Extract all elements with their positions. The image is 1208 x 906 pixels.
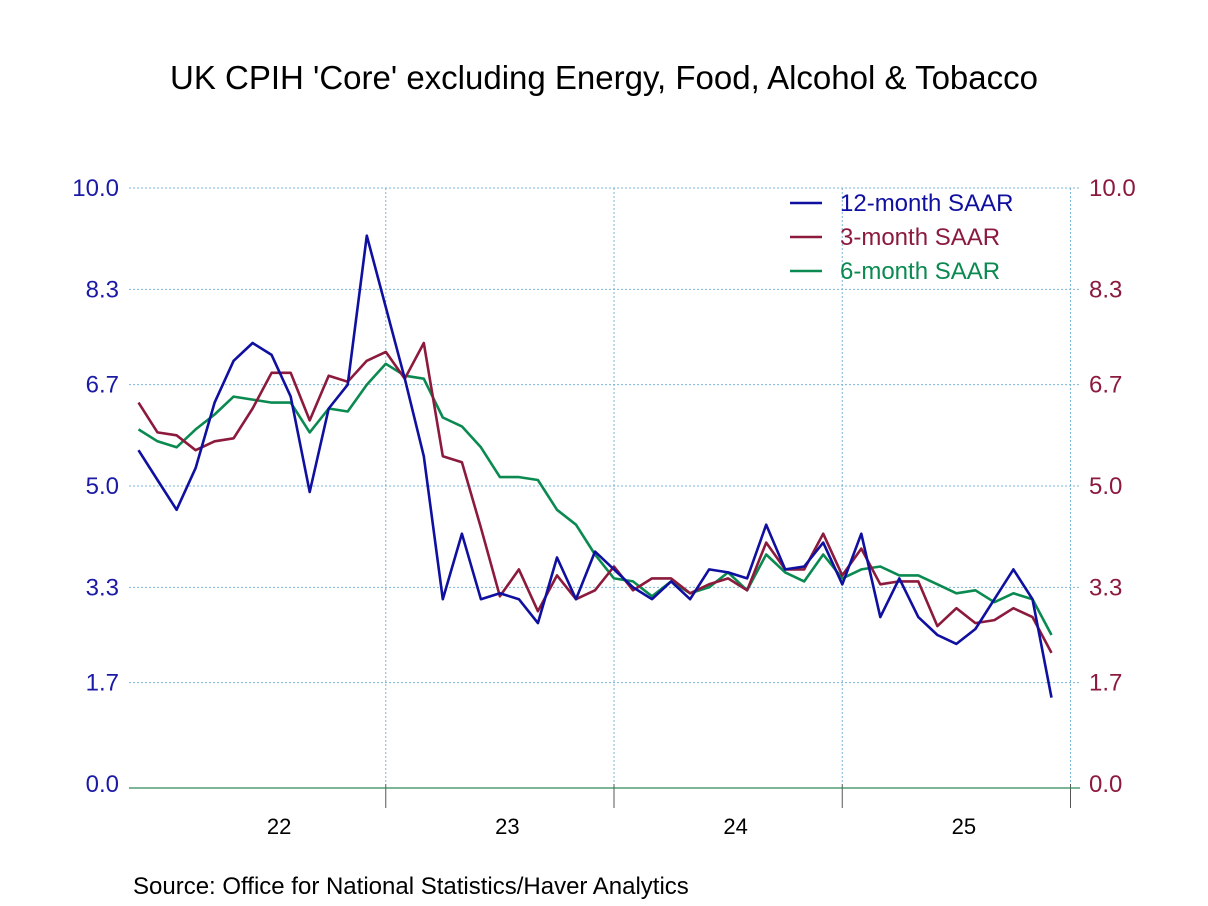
right-tick-label: 10.0 xyxy=(1089,175,1136,202)
source-note: Source: Office for National Statistics/H… xyxy=(133,873,689,900)
series-line-2 xyxy=(137,341,1053,654)
left-tick-label: 0.0 xyxy=(86,771,119,798)
left-tick-label: 6.7 xyxy=(86,372,119,399)
right-tick-label: 5.0 xyxy=(1089,473,1122,500)
right-y-axis: 0.0 1.7 3.3 5.0 6.7 8.3 10.0 xyxy=(1089,175,1136,798)
x-tick-label: 25 xyxy=(952,814,976,839)
x-tick-label: 22 xyxy=(267,814,291,839)
left-y-axis: 0.0 1.7 3.3 5.0 6.7 8.3 10.0 xyxy=(72,175,119,798)
series-lines xyxy=(137,234,1053,698)
x-tick-label: 23 xyxy=(495,814,519,839)
right-tick-label: 3.3 xyxy=(1089,574,1122,601)
left-tick-label: 10.0 xyxy=(72,175,119,202)
left-tick-label: 1.7 xyxy=(86,670,119,697)
legend-label: 12-month SAAR xyxy=(840,190,1013,217)
series-line-1 xyxy=(137,234,1053,698)
right-tick-label: 8.3 xyxy=(1089,276,1122,303)
left-tick-label: 3.3 xyxy=(86,574,119,601)
legend-label: 6-month SAAR xyxy=(840,258,1000,285)
right-tick-label: 1.7 xyxy=(1089,670,1122,697)
x-axis: 22 23 24 25 xyxy=(129,784,1080,839)
legend-label: 3-month SAAR xyxy=(840,224,1000,251)
legend: 12-month SAAR 3-month SAAR 6-month SAAR xyxy=(790,190,1013,285)
right-tick-label: 0.0 xyxy=(1089,771,1122,798)
x-tick-label: 24 xyxy=(723,814,747,839)
series-line-3 xyxy=(137,362,1053,636)
left-tick-label: 5.0 xyxy=(86,473,119,500)
left-tick-label: 8.3 xyxy=(86,276,119,303)
right-tick-label: 6.7 xyxy=(1089,372,1122,399)
chart-title: UK CPIH 'Core' excluding Energy, Food, A… xyxy=(170,59,1038,96)
